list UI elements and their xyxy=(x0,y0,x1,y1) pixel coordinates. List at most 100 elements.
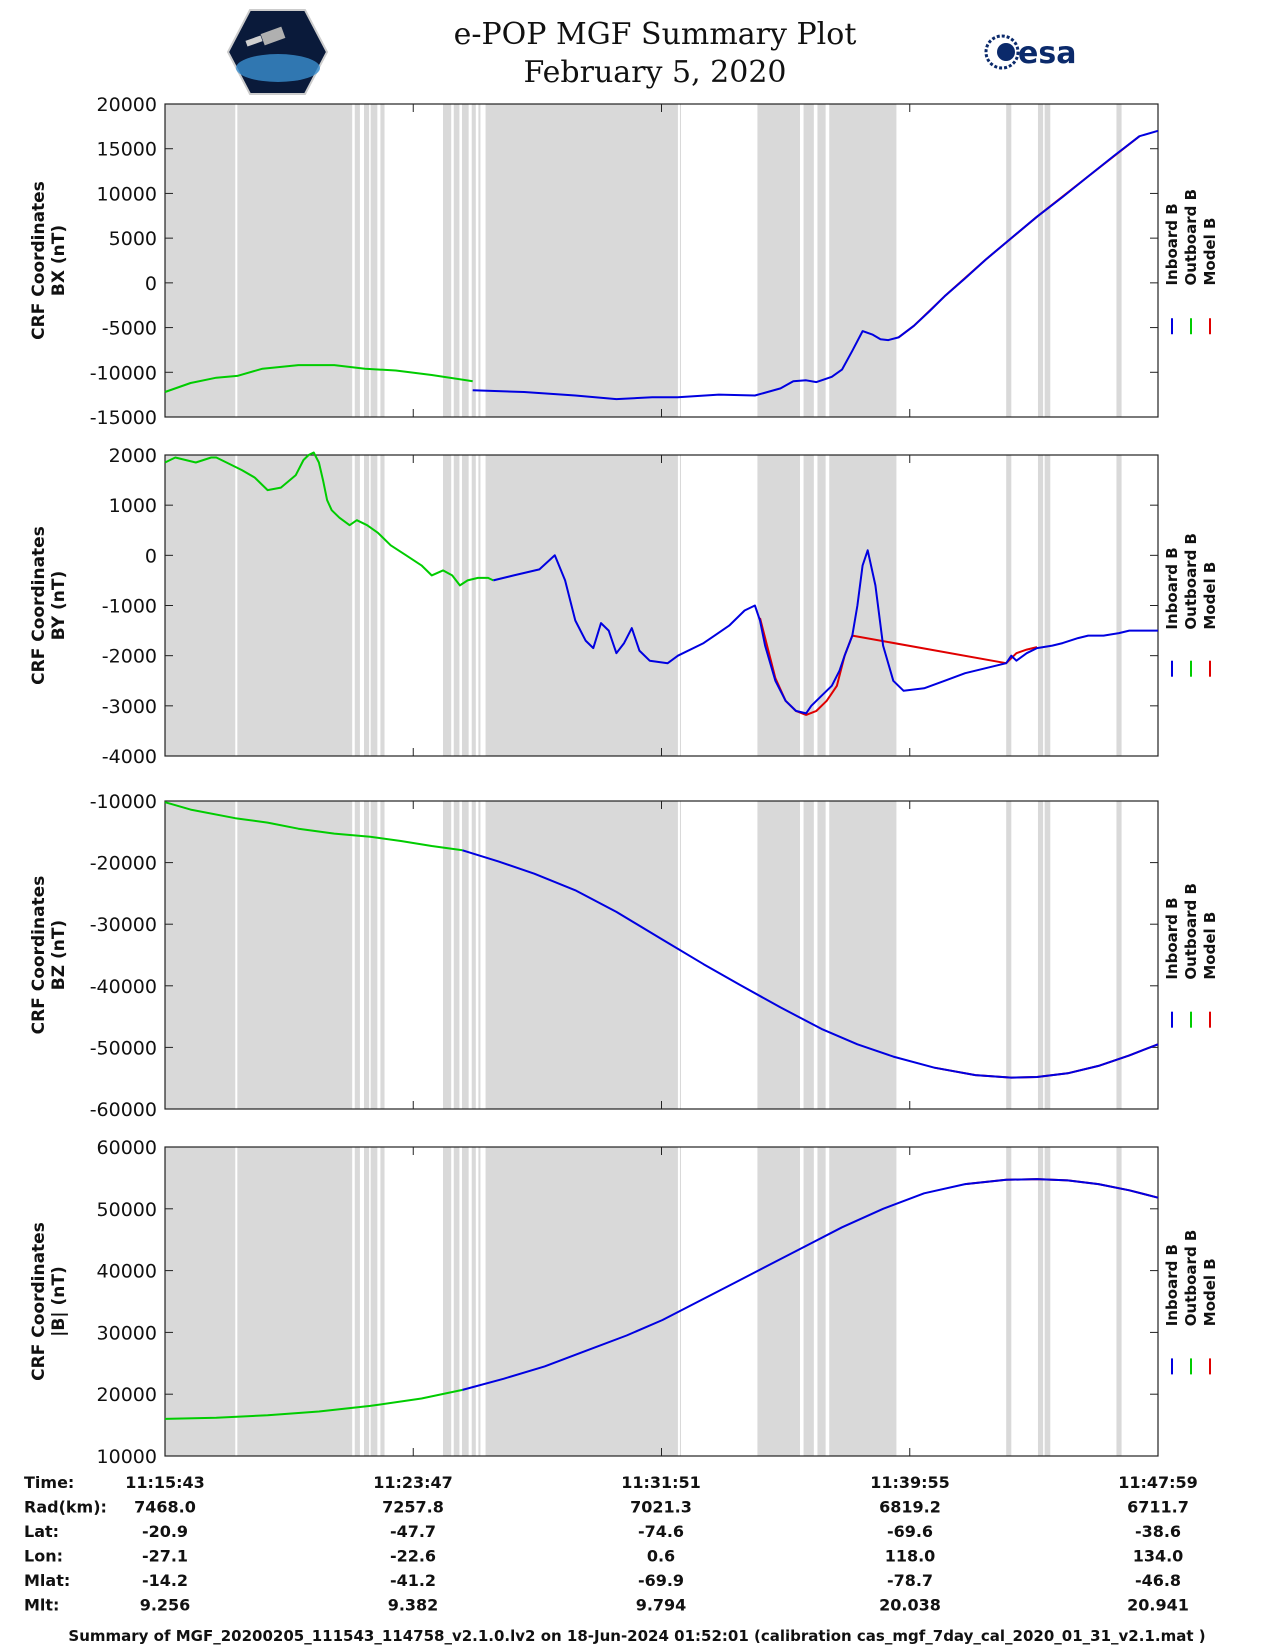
shaded-interval xyxy=(817,455,826,756)
chart-date: February 5, 2020 xyxy=(523,55,786,90)
shaded-interval xyxy=(1116,104,1122,417)
y-tick-label: 30000 xyxy=(97,1322,157,1344)
y-tick-label: -30000 xyxy=(90,914,157,936)
table-cell: -27.1 xyxy=(142,1547,188,1566)
shaded-interval xyxy=(817,801,826,1109)
shaded-interval xyxy=(829,1147,897,1456)
y-tick-label: -1000 xyxy=(102,596,157,618)
panel-2: 2000 1000 0 -1000 -2000 -3000 -4000 CRF Coordin… xyxy=(29,445,1219,768)
y-tick-label: 0 xyxy=(145,545,157,567)
y-tick-label: 5000 xyxy=(109,228,157,250)
table-row: Lat: -20.9 -47.7 -74.6 -69.6 -38.6 xyxy=(24,1522,1181,1541)
shaded-interval xyxy=(442,801,452,1109)
table-row-label: Rad(km): xyxy=(24,1498,107,1517)
table-cell: -69.9 xyxy=(638,1571,684,1590)
shaded-interval xyxy=(757,455,800,756)
shaded-interval xyxy=(485,1147,678,1456)
table-cell: -74.6 xyxy=(638,1522,684,1541)
y-axis-label-component: BY (nT) xyxy=(49,571,69,641)
shaded-interval xyxy=(380,801,385,1109)
epop-mission-logo xyxy=(226,9,329,95)
y-axis-label-frame: CRF Coordinates xyxy=(29,526,49,685)
shaded-interval xyxy=(478,801,481,1109)
table-row-label: Lon: xyxy=(24,1547,63,1566)
table-cell: 134.0 xyxy=(1133,1547,1184,1566)
shaded-interval xyxy=(1044,104,1051,417)
y-tick-label: -3000 xyxy=(102,696,157,718)
shaded-interval xyxy=(817,104,826,417)
y-tick-label: -4000 xyxy=(102,746,157,768)
table-row: Time: 11:15:43 11:23:47 11:31:51 11:39:55 11:… xyxy=(24,1473,1198,1492)
shaded-interval xyxy=(442,455,452,756)
shaded-interval xyxy=(471,104,476,417)
series-line-outboard-b xyxy=(164,1388,463,1420)
y-tick-label: 40000 xyxy=(97,1261,157,1283)
panel-4: 60000 50000 40000 30000 20000 10000 CRF Coordi… xyxy=(29,1137,1219,1468)
shaded-interval xyxy=(453,455,460,756)
legend-label-inboard-b: Inboard B xyxy=(1163,547,1181,629)
shaded-interval xyxy=(485,801,678,1109)
chart-title: e-POP MGF Summary Plot xyxy=(454,17,857,52)
table-cell: 11:23:47 xyxy=(373,1473,453,1492)
shaded-interval xyxy=(453,801,460,1109)
y-tick-label: -60000 xyxy=(90,1099,157,1121)
shaded-interval xyxy=(165,801,236,1109)
legend-label-model-b: Model B xyxy=(1201,912,1219,980)
shaded-interval xyxy=(370,455,378,756)
table-cell: -69.6 xyxy=(887,1522,933,1541)
shaded-interval xyxy=(380,455,385,756)
shaded-interval xyxy=(237,1147,353,1456)
shaded-interval xyxy=(165,104,236,417)
shaded-interval xyxy=(829,801,897,1109)
table-cell: 7257.8 xyxy=(382,1498,444,1517)
table-cell: 11:47:59 xyxy=(1118,1473,1198,1492)
y-tick-label: 20000 xyxy=(97,1384,157,1406)
series-line-inboard-b xyxy=(472,129,1159,401)
shaded-interval xyxy=(354,1147,360,1456)
panel-3: -10000 -20000 -30000 -40000 -50000 -60000 CRF … xyxy=(29,791,1219,1121)
shaded-interval xyxy=(679,1147,681,1456)
table-cell: 9.794 xyxy=(636,1596,687,1615)
shaded-interval xyxy=(485,455,678,756)
shaded-interval xyxy=(354,801,360,1109)
shaded-interval xyxy=(354,104,360,417)
y-tick-label: -10000 xyxy=(90,362,157,384)
table-cell: -47.7 xyxy=(390,1522,436,1541)
shaded-interval xyxy=(803,455,814,756)
shaded-interval xyxy=(354,455,360,756)
y-tick-label: -10000 xyxy=(90,791,157,813)
shaded-interval xyxy=(829,455,897,756)
shaded-interval xyxy=(461,801,469,1109)
shaded-interval xyxy=(1006,1147,1012,1456)
shaded-interval xyxy=(679,455,681,756)
shaded-interval xyxy=(478,455,481,756)
shaded-interval xyxy=(478,1147,481,1456)
shaded-interval xyxy=(679,801,681,1109)
table-cell: 20.038 xyxy=(879,1596,941,1615)
shaded-interval xyxy=(803,1147,814,1456)
y-tick-label: -20000 xyxy=(90,853,157,875)
shaded-interval xyxy=(757,801,800,1109)
y-axis-label-frame: CRF Coordinates xyxy=(29,876,49,1035)
y-tick-label: 10000 xyxy=(97,183,157,205)
shaded-interval xyxy=(370,1147,378,1456)
shaded-interval xyxy=(461,455,469,756)
plot-panels: 20000150001000050000-5000-10000-15000CRF… xyxy=(29,94,1219,1468)
table-row: Lon: -27.1 -22.6 0.6 118.0 134.0 xyxy=(24,1547,1183,1566)
table-cell: -20.9 xyxy=(142,1522,188,1541)
shaded-interval xyxy=(461,1147,469,1456)
shaded-interval xyxy=(453,104,460,417)
shaded-interval xyxy=(461,104,469,417)
table-cell: -46.8 xyxy=(1135,1571,1181,1590)
legend-label-outboard-b: Outboard B xyxy=(1182,1230,1200,1327)
shaded-interval xyxy=(165,1147,236,1456)
table-row-label: Lat: xyxy=(24,1522,59,1541)
shaded-interval xyxy=(364,1147,370,1456)
shaded-interval xyxy=(757,1147,800,1456)
shaded-interval xyxy=(1037,801,1044,1109)
y-axis-label-frame: CRF Coordinates xyxy=(29,181,49,340)
panel-1: 20000 15000 10000 5000 0 -5000 -10000 -15000 CRF… xyxy=(29,94,1219,429)
y-axis-label-frame: CRF Coordinates xyxy=(29,1222,49,1381)
series-line-inboard-b xyxy=(462,1178,1159,1391)
y-tick-label: 2000 xyxy=(109,445,157,467)
